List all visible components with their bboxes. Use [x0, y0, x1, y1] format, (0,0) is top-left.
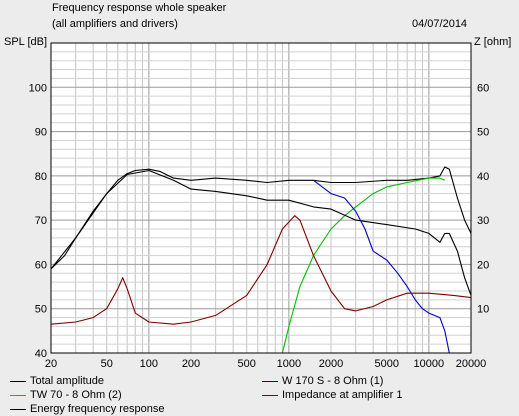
- y-tick-label: 70: [35, 215, 47, 227]
- y-tick-label: 90: [35, 127, 47, 139]
- chart-title: Frequency response whole speaker: [52, 2, 227, 14]
- series-line-energy-frequency-response: [50, 169, 472, 296]
- x-tick-label: 100: [140, 358, 158, 370]
- y2-tick-label: 30: [477, 215, 489, 227]
- x-tick-label: 50: [101, 358, 113, 370]
- x-tick-label: 200: [182, 358, 200, 370]
- legend-label: TW 70 - 8 Ohm (2): [30, 389, 122, 401]
- x-tick-label: 1000: [277, 358, 301, 370]
- legend-label: Impedance at amplifier 1: [282, 389, 403, 401]
- x-tick-label: 20: [45, 358, 57, 370]
- x-tick-label: 20000: [456, 358, 487, 370]
- legend-label: W 170 S - 8 Ohm (1): [282, 375, 384, 387]
- y-tick-label: 40: [35, 348, 47, 360]
- axis-ticks: 20 50 100 200 500 1000 2000 5000 10000 20000 40 50 6…: [29, 82, 490, 370]
- left-axis-label: SPL [dB]: [4, 36, 48, 48]
- legend-swatch: [262, 395, 278, 396]
- y-tick-label: 100: [29, 82, 47, 94]
- plot-area: [51, 43, 471, 353]
- legend-label: Total amplitude: [30, 375, 104, 387]
- y-tick-label: 50: [35, 304, 47, 316]
- legend-swatch: [10, 395, 26, 396]
- plot-border: [50, 42, 472, 354]
- series-lines: [50, 166, 472, 354]
- y-tick-label: 80: [35, 171, 47, 183]
- x-tick-label: 5000: [374, 358, 398, 370]
- series-line-impedance-at-amplifier-1: [50, 215, 472, 325]
- legend-label: Energy frequency response: [30, 403, 165, 415]
- legend-swatch: [10, 381, 26, 382]
- right-axis-label: Z [ohm]: [474, 36, 512, 48]
- legend-swatch: [262, 381, 278, 382]
- y-tick-label: 60: [35, 259, 47, 271]
- grid: [50, 42, 472, 354]
- x-tick-label: 2000: [319, 358, 343, 370]
- series-line-tw-70-8-ohm-2: [51, 177, 446, 354]
- x-tick-label: 10000: [414, 358, 445, 370]
- y2-tick-label: 10: [477, 304, 489, 316]
- chart-date: 04/07/2014: [412, 18, 468, 30]
- y2-tick-label: 40: [477, 171, 489, 183]
- series-line-w-170-s-8-ohm-1: [313, 179, 450, 354]
- series-line-total-amplitude: [50, 166, 472, 270]
- x-tick-label: 500: [238, 358, 256, 370]
- legend-swatch: [10, 409, 26, 410]
- y2-tick-label: 60: [477, 82, 489, 94]
- chart-subtitle: (all amplifiers and drivers): [52, 18, 178, 30]
- y2-tick-label: 20: [477, 259, 489, 271]
- y2-tick-label: 50: [477, 127, 489, 139]
